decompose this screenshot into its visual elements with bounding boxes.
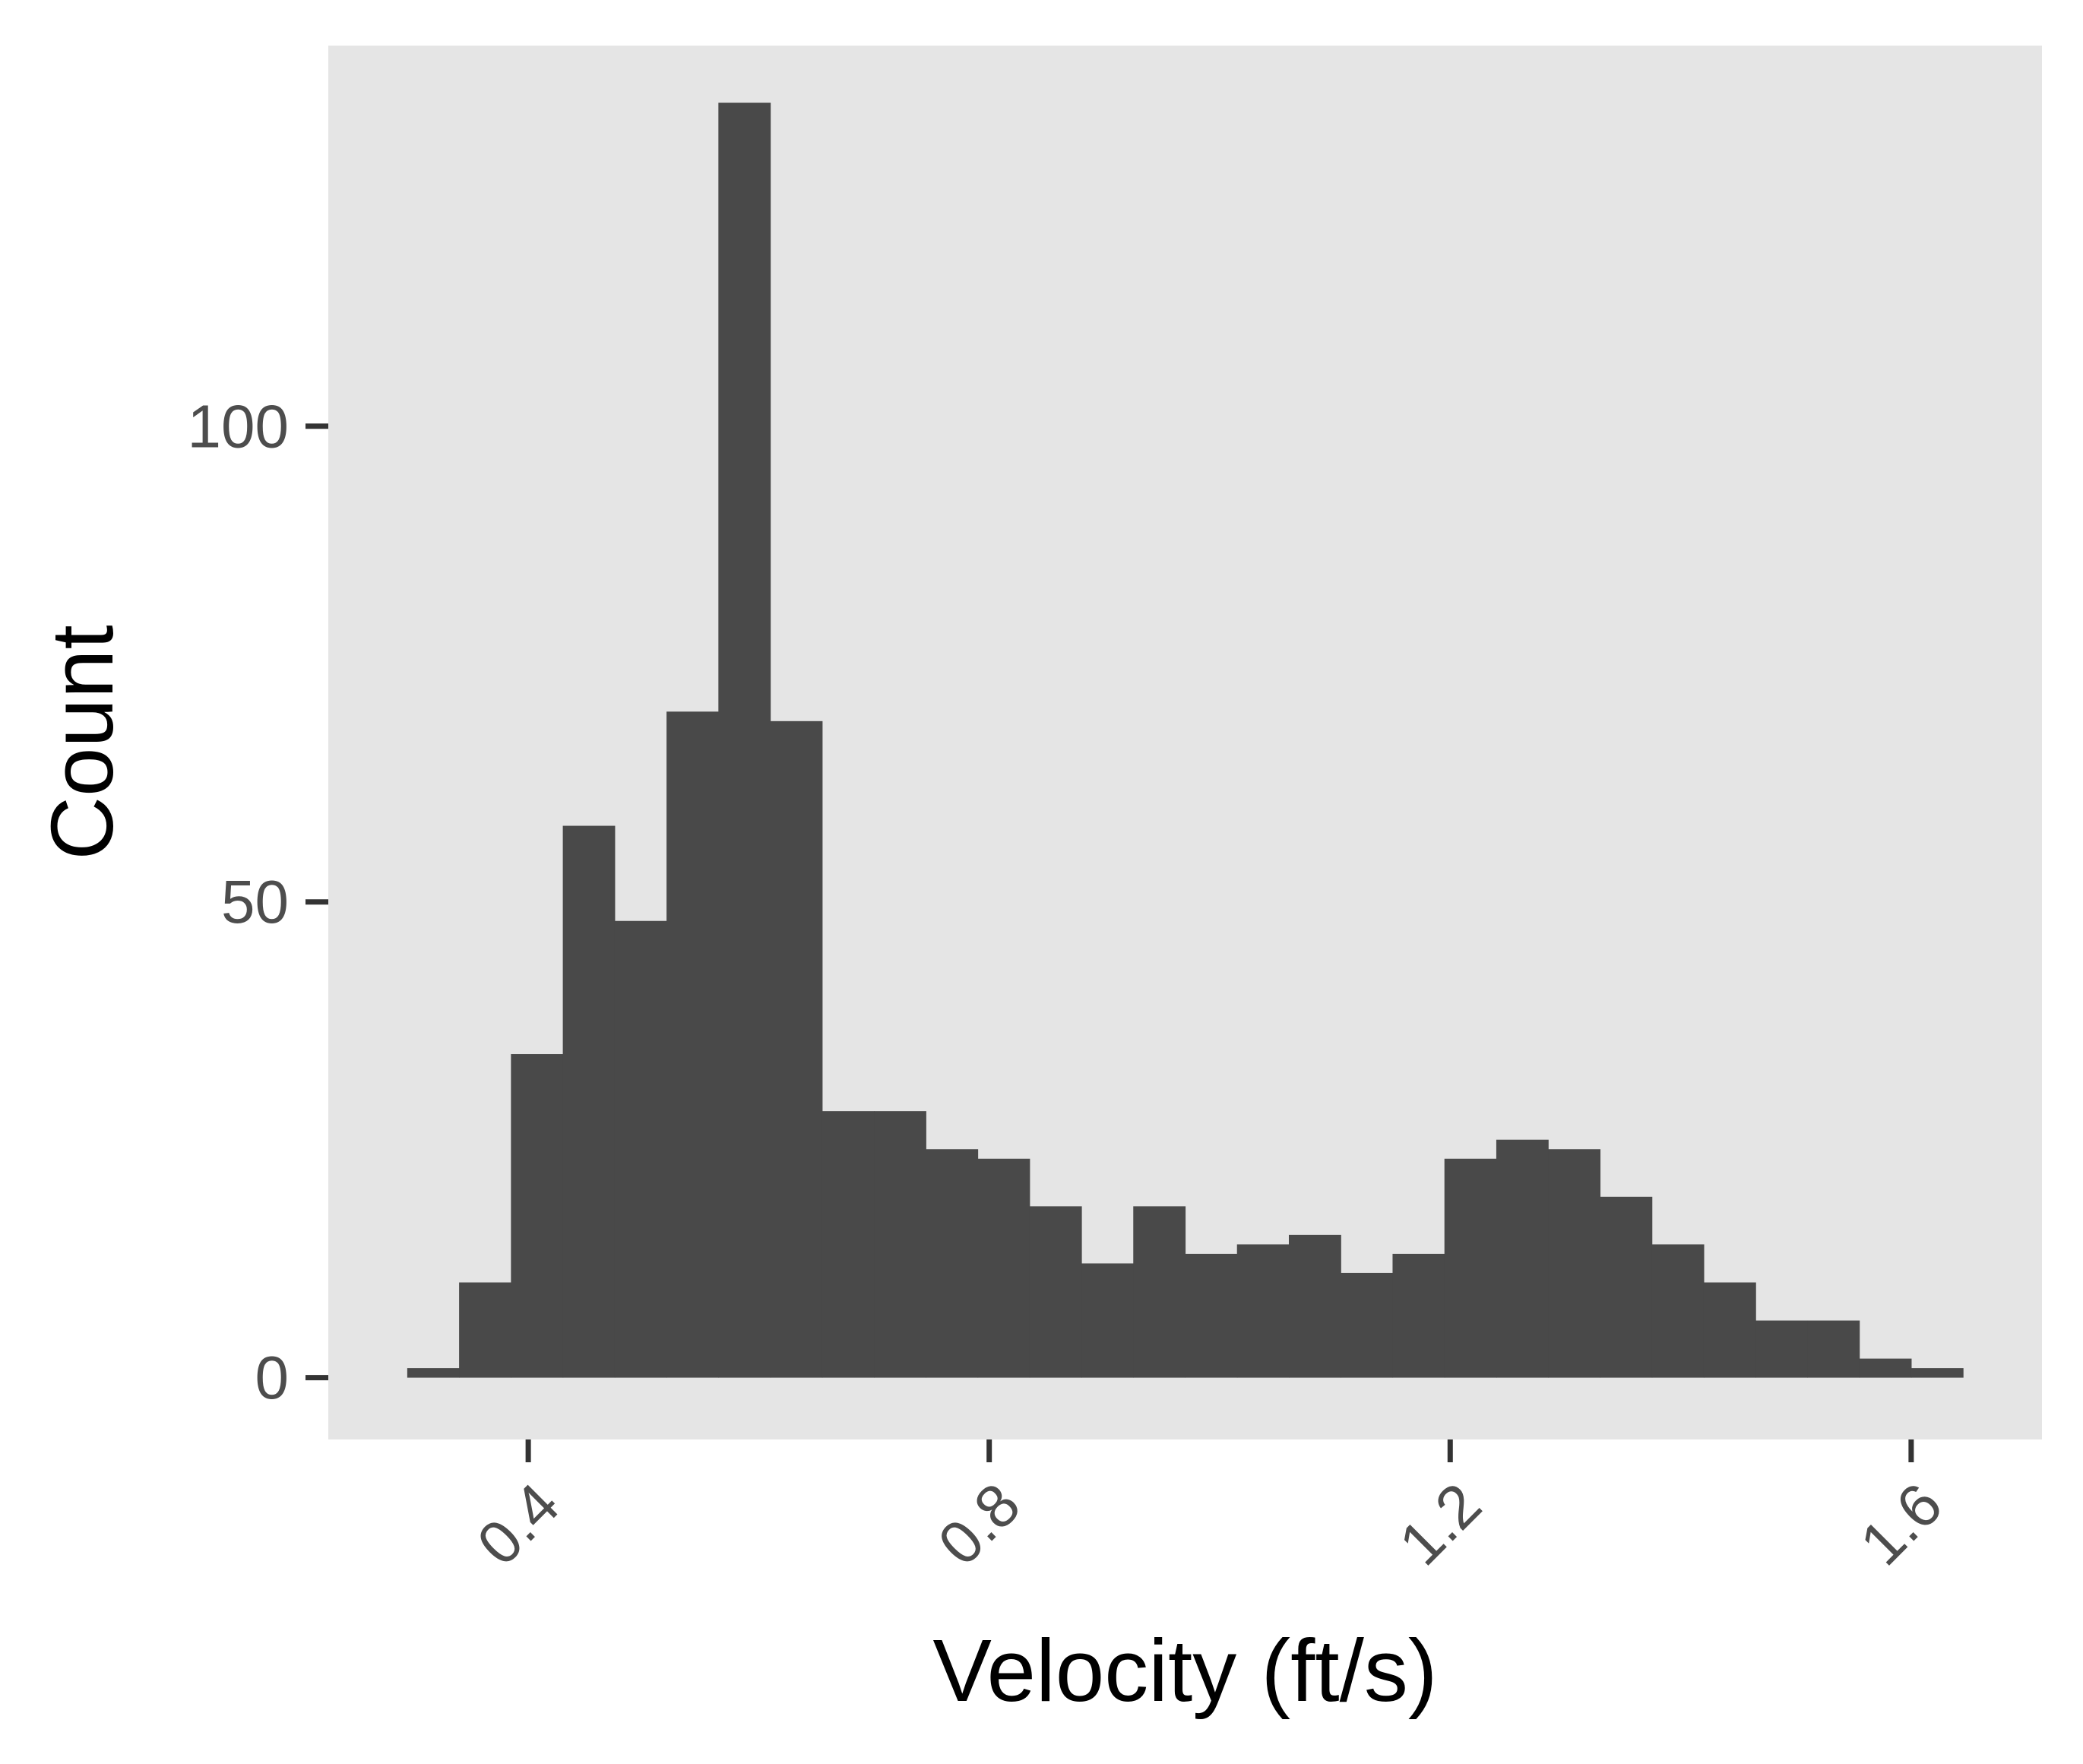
y-axis-title: Count — [33, 625, 131, 860]
histogram-bar — [1392, 1253, 1445, 1378]
histogram-bar — [1548, 1149, 1601, 1378]
histogram-bar — [1703, 1282, 1756, 1378]
x-tick-label: 1.6 — [1847, 1471, 1955, 1579]
histogram-bar — [1341, 1272, 1394, 1378]
histogram-bar — [1496, 1139, 1549, 1378]
histogram-bar — [718, 103, 771, 1378]
x-tick-label: 0.4 — [464, 1471, 572, 1579]
histogram-bar — [1288, 1234, 1341, 1378]
histogram-bar — [770, 720, 823, 1378]
y-axis: 0 50 100 — [188, 392, 328, 1411]
y-tick-label: 50 — [221, 868, 289, 936]
histogram-bar — [666, 711, 719, 1378]
y-tick-label: 100 — [188, 392, 289, 460]
histogram-bar — [1444, 1158, 1497, 1378]
histogram-bar — [511, 1053, 564, 1378]
histogram-bar — [821, 1111, 875, 1378]
histogram-bar — [1236, 1244, 1290, 1378]
x-tick-label: 0.8 — [926, 1471, 1034, 1579]
y-tick-label: 0 — [255, 1344, 290, 1411]
histogram-bar — [1600, 1196, 1653, 1378]
histogram-bar — [1029, 1206, 1082, 1378]
histogram-bar — [407, 1368, 460, 1378]
histogram-bar — [1807, 1320, 1860, 1378]
histogram-bars — [407, 103, 1964, 1378]
histogram-bar — [1133, 1206, 1186, 1378]
x-tick-label: 1.2 — [1386, 1471, 1494, 1579]
histogram-bar — [1651, 1244, 1705, 1378]
x-axis-title: Velocity (ft/s) — [933, 1621, 1438, 1720]
histogram-bar — [614, 920, 667, 1378]
histogram-bar — [1859, 1358, 1912, 1378]
histogram-bar — [562, 825, 616, 1378]
histogram-bar — [977, 1158, 1030, 1378]
histogram-bar — [1185, 1253, 1238, 1378]
histogram-bar — [1755, 1320, 1808, 1378]
histogram-bar — [926, 1149, 979, 1378]
histogram-bar — [459, 1282, 511, 1378]
histogram-bar — [874, 1111, 926, 1378]
x-axis: 0.4 0.8 1.2 1.6 — [464, 1439, 1955, 1578]
histogram-bar — [1081, 1263, 1134, 1378]
histogram-bar — [1910, 1368, 1964, 1378]
